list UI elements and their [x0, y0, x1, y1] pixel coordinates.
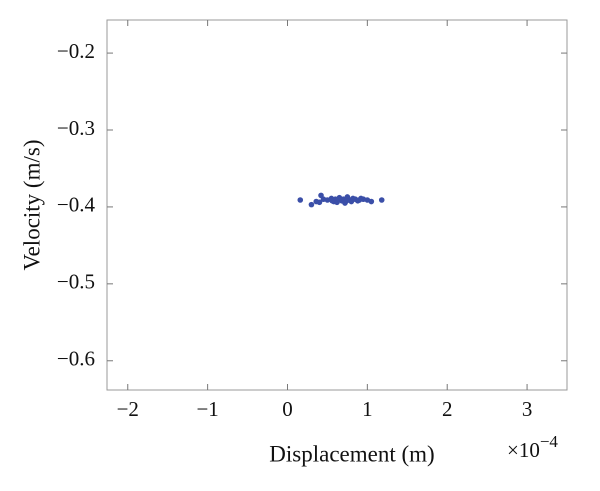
y-tick-label: −0.2 [57, 39, 95, 63]
y-tick-label: −0.4 [57, 193, 96, 217]
x-tick-label: 2 [442, 397, 453, 421]
scatter-point [316, 199, 323, 206]
scatter-point [297, 197, 304, 203]
x-multiplier: ×10−4 [507, 432, 558, 462]
x-axis-title: Displacement (m) [269, 441, 434, 466]
x-tick-label: −1 [196, 397, 218, 421]
x-multiplier-base: ×10 [507, 438, 540, 462]
x-tick-label: 1 [362, 397, 373, 421]
scatter-point [329, 197, 336, 204]
scatter-point [378, 197, 385, 203]
x-tick-label: 3 [522, 397, 533, 421]
scatter-point [308, 201, 315, 208]
y-tick-label: −0.5 [57, 270, 95, 294]
scatter-point [343, 197, 350, 204]
y-tick-label: −0.3 [57, 116, 95, 140]
x-tick-label: −2 [117, 397, 139, 421]
scatter-point [335, 196, 342, 203]
x-multiplier-exponent: −4 [540, 432, 559, 451]
x-tick-label: 0 [282, 397, 293, 421]
scatter-point [358, 195, 364, 202]
plot-frame [106, 19, 568, 391]
y-tick-label: −0.6 [57, 347, 95, 371]
scatter-point [368, 198, 375, 205]
y-axis-title: Velocity (m/s) [19, 140, 44, 271]
